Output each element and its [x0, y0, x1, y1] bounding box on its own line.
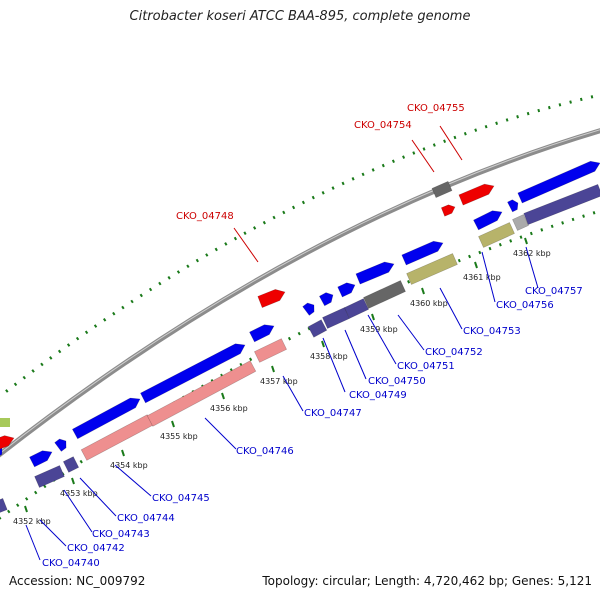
gene-leader-line — [322, 337, 346, 393]
tick-label: 4361 kbp — [463, 273, 501, 282]
gene-label[interactable]: CKO_04747 — [304, 408, 362, 419]
cds-forward[interactable] — [0, 445, 3, 457]
tick-label: 4354 kbp — [110, 461, 148, 470]
cds-forward[interactable] — [140, 343, 246, 404]
gene-label[interactable]: CKO_04750 — [368, 376, 426, 387]
cog-feature[interactable] — [307, 319, 328, 338]
tick-mark — [121, 449, 125, 457]
gene-label[interactable]: CKO_04756 — [496, 300, 554, 311]
cog-feature[interactable] — [253, 338, 288, 363]
tick-mark — [321, 340, 325, 348]
gene-leader-line — [204, 417, 237, 450]
inner-dotted-ring — [0, 209, 600, 520]
tick-label: 4357 kbp — [260, 377, 298, 386]
tick-label: 4359 kbp — [360, 325, 398, 334]
tick-label: 4352 kbp — [13, 517, 51, 526]
feature-gray[interactable] — [431, 181, 453, 198]
cog-feature[interactable] — [512, 214, 529, 231]
tick-label: 4355 kbp — [160, 432, 198, 441]
gene-leader-line — [344, 329, 367, 380]
cds-forward[interactable] — [54, 438, 67, 452]
tick-mark — [371, 313, 375, 321]
cds-forward[interactable] — [302, 302, 315, 316]
accession: Accession: NC_009792 — [9, 574, 146, 588]
tick-label: 4353 kbp — [60, 489, 98, 498]
gene-label[interactable]: CKO_04746 — [236, 446, 294, 457]
rna-feature[interactable] — [0, 435, 15, 451]
gene-leader-line — [525, 246, 539, 289]
gene-leader-line — [439, 125, 463, 161]
gene-label[interactable]: CKO_04752 — [425, 347, 483, 358]
cog-feature[interactable] — [0, 498, 8, 513]
gene-leader-line — [439, 287, 463, 330]
gene-label[interactable]: CKO_04748 — [176, 211, 234, 222]
genome-backbone — [0, 128, 600, 458]
gene-label[interactable]: CKO_04742 — [67, 543, 125, 554]
gene-label[interactable]: CKO_04755 — [407, 103, 465, 114]
gene-leader-line — [481, 251, 496, 303]
tick-label: 4360 kbp — [410, 299, 448, 308]
tick-mark — [221, 392, 225, 400]
rna-cko-04748[interactable] — [257, 289, 286, 308]
tick-mark — [24, 505, 28, 513]
cds-forward[interactable] — [71, 397, 141, 440]
gene-label[interactable]: CKO_04745 — [152, 493, 210, 504]
cds-forward[interactable] — [473, 210, 503, 231]
gene-label[interactable]: CKO_04754 — [354, 120, 412, 131]
cog-feature[interactable] — [478, 222, 515, 248]
cds-forward[interactable] — [249, 324, 275, 343]
tick-mark — [474, 261, 478, 269]
tick-label: 4362 kbp — [513, 249, 551, 258]
cog-feature[interactable] — [62, 456, 80, 473]
tick-mark — [524, 237, 528, 245]
cog-feature[interactable] — [343, 298, 370, 319]
outer-dotted-ring — [0, 93, 600, 399]
gene-leader-line — [367, 314, 397, 365]
gene-label[interactable]: CKO_04753 — [463, 326, 521, 337]
cog-feature[interactable] — [523, 184, 600, 225]
tick-mark — [421, 287, 425, 295]
cds-forward[interactable] — [517, 160, 600, 204]
rna-cko-04754[interactable] — [440, 204, 456, 217]
gene-label[interactable]: CKO_04749 — [349, 390, 407, 401]
rna-cko-04755[interactable] — [458, 183, 495, 206]
gene-leader-line — [114, 464, 152, 497]
gene-leader-line — [397, 314, 425, 351]
cog-feature-green[interactable] — [0, 418, 10, 427]
tick-mark — [71, 477, 75, 485]
gene-label[interactable]: CKO_04740 — [42, 558, 100, 569]
gene-leader-line — [39, 519, 67, 547]
cds-forward[interactable] — [401, 240, 444, 266]
genome-backbone-highlight — [0, 129, 600, 454]
tick-label: 4358 kbp — [310, 352, 348, 361]
cog-feature[interactable] — [322, 307, 350, 329]
tick-mark — [171, 420, 175, 428]
tick-mark — [271, 365, 275, 373]
cds-forward[interactable] — [29, 450, 53, 468]
cog-feature[interactable] — [363, 280, 406, 309]
gene-leader-line — [233, 227, 259, 263]
cog-feature[interactable] — [80, 414, 154, 461]
gene-label[interactable]: CKO_04751 — [397, 361, 455, 372]
cds-forward[interactable] — [337, 282, 356, 298]
gene-label[interactable]: CKO_04757 — [525, 286, 583, 297]
cds-forward[interactable] — [507, 199, 519, 213]
gene-leader-line — [63, 489, 93, 533]
map-title: Citrobacter koseri ATCC BAA-895, complet… — [129, 9, 471, 24]
gene-leader-line — [25, 524, 41, 561]
cds-forward[interactable] — [355, 261, 395, 285]
genome-summary: Topology: circular; Length: 4,720,462 bp… — [262, 574, 592, 588]
cog-feature[interactable] — [146, 360, 257, 427]
cog-feature[interactable] — [406, 253, 458, 285]
gene-label[interactable]: CKO_04744 — [117, 513, 175, 524]
tick-label: 4356 kbp — [210, 404, 248, 413]
cds-forward[interactable] — [318, 292, 334, 307]
gene-leader-line — [411, 139, 435, 173]
gene-label[interactable]: CKO_04743 — [92, 529, 150, 540]
gene-leader-line — [282, 375, 304, 412]
cog-feature[interactable] — [34, 465, 65, 488]
gene-leader-line — [79, 477, 117, 517]
